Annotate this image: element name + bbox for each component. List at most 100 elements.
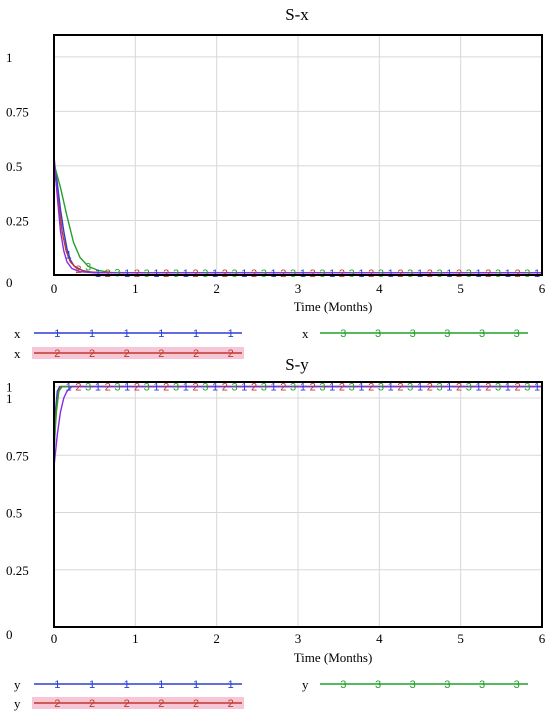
series-marker: 3 xyxy=(436,268,442,280)
x-tick-label: 6 xyxy=(539,281,546,296)
legend-marker: 3 xyxy=(410,328,416,340)
y-tick-label: 1 xyxy=(6,380,13,395)
series-marker: 2 xyxy=(280,268,286,280)
series-marker: 3 xyxy=(85,261,91,273)
x-tick-label: 2 xyxy=(213,631,220,646)
legend-marker: 3 xyxy=(479,328,485,340)
series-marker: 3 xyxy=(144,268,150,280)
x-axis-label: Time (Months) xyxy=(294,650,373,665)
series-marker: 3 xyxy=(349,382,355,394)
legend-marker: 3 xyxy=(479,679,485,691)
series-marker: 2 xyxy=(310,382,316,394)
series-marker: 3 xyxy=(290,382,296,394)
series-marker: 1 xyxy=(358,382,364,394)
series-marker: 2 xyxy=(163,382,169,394)
series-marker: 2 xyxy=(427,382,433,394)
legend-item: x 2 2 2 2 2 2 xyxy=(14,346,244,361)
legend-label: y xyxy=(14,677,21,692)
series-marker: 3 xyxy=(524,382,530,394)
series-marker: 1 xyxy=(212,268,218,280)
legend-marker: 1 xyxy=(158,679,164,691)
legend-item: y 3 3 3 3 3 3 xyxy=(302,677,528,692)
x-axis-label: Time (Months) xyxy=(294,299,373,314)
y-tick-label: 1 xyxy=(6,391,13,406)
series-marker: 3 xyxy=(495,382,501,394)
series-line-extra xyxy=(53,385,542,467)
series-marker: 1 xyxy=(534,382,540,394)
legend-marker: 3 xyxy=(514,679,520,691)
series-marker: 2 xyxy=(222,382,228,394)
series-line-extra xyxy=(53,154,542,274)
series-marker: 2 xyxy=(105,268,111,280)
chart-s-y: S-y 1 1 1 1 1 1 1 1 1 1 1 1 1 1 1 1 12 2 2 2 2 2 2 2 2 2 2 2 2 2 2 23 3 3… xyxy=(6,355,546,711)
x-tick-label: 3 xyxy=(295,281,302,296)
y-tick-labels: 0 0.25 0.5 0.75 1 xyxy=(6,50,29,290)
y-tick-label: 0.5 xyxy=(6,506,22,521)
series-marker: 1 xyxy=(66,382,72,394)
legend-marker: 2 xyxy=(89,348,95,360)
series-marker: 3 xyxy=(231,268,237,280)
x-tick-label: 2 xyxy=(213,281,220,296)
chart-title: S-y xyxy=(285,355,309,374)
legend-label: x xyxy=(14,326,21,341)
series-marker: 2 xyxy=(485,268,491,280)
legend-marker: 1 xyxy=(228,328,234,340)
x-tick-label: 1 xyxy=(132,281,139,296)
legend-marker: 2 xyxy=(228,698,234,710)
series-marker: 2 xyxy=(456,382,462,394)
plot-frame xyxy=(53,381,543,628)
series-marker: 1 xyxy=(446,382,452,394)
legend-marker: 3 xyxy=(444,328,450,340)
legend-marker: 2 xyxy=(193,348,199,360)
y-tick-labels: 0 0.25 0.5 0.75 11 xyxy=(6,380,29,642)
chart-title: S-x xyxy=(285,5,309,24)
legend-marker: 2 xyxy=(124,348,130,360)
legend-marker: 1 xyxy=(124,679,130,691)
series-marker: 1 xyxy=(505,268,511,280)
series-lines xyxy=(53,154,542,274)
y-tick-label: 0 xyxy=(6,627,13,642)
plot-frame xyxy=(53,34,543,276)
y-tick-label: 0 xyxy=(6,275,13,290)
x-tick-label: 0 xyxy=(51,281,58,296)
series-marker: 2 xyxy=(515,268,521,280)
series-marker: 3 xyxy=(319,268,325,280)
series-marker: 1 xyxy=(329,268,335,280)
series-marker: 3 xyxy=(407,382,413,394)
legend-marker: 2 xyxy=(54,698,60,710)
series-marker: 1 xyxy=(183,382,189,394)
series-marker: 2 xyxy=(397,268,403,280)
series-marker: 2 xyxy=(515,382,521,394)
series-marker: 3 xyxy=(144,382,150,394)
legend-marker: 1 xyxy=(158,328,164,340)
series-marker: 1 xyxy=(124,268,130,280)
series-marker: 1 xyxy=(534,268,540,280)
series-marker: 2 xyxy=(163,268,169,280)
legend-marker: 1 xyxy=(54,328,60,340)
legend-marker: 3 xyxy=(340,328,346,340)
legend-label: y xyxy=(14,696,21,711)
legend-label: x xyxy=(302,326,309,341)
series-marker: 1 xyxy=(212,382,218,394)
series-marker: 1 xyxy=(153,268,159,280)
legend-marker: 3 xyxy=(444,679,450,691)
series-marker: 1 xyxy=(124,382,130,394)
legend-marker: 1 xyxy=(89,679,95,691)
series-marker: 3 xyxy=(202,382,208,394)
y-tick-label: 0.5 xyxy=(6,159,22,174)
legend-marker: 1 xyxy=(193,328,199,340)
y-tick-label: 0.25 xyxy=(6,213,29,228)
y-tick-label: 0.25 xyxy=(6,563,29,578)
x-tick-label: 1 xyxy=(132,631,139,646)
legend-item: y 1 1 1 1 1 1 xyxy=(14,677,242,692)
series-marker: 1 xyxy=(95,382,101,394)
series-marker: 3 xyxy=(349,268,355,280)
legend-item: x 1 1 1 1 1 1 xyxy=(14,326,242,341)
series-marker: 1 xyxy=(300,268,306,280)
legend: y 1 1 1 1 1 1 y 2 2 2 2 2 2 y 3 3 3 3 3 3 xyxy=(14,677,528,711)
series-marker: 3 xyxy=(261,268,267,280)
series-marker: 1 xyxy=(241,268,247,280)
series-marker: 2 xyxy=(75,264,81,276)
series-marker: 2 xyxy=(280,382,286,394)
